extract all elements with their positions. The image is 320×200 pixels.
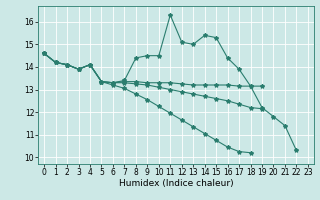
X-axis label: Humidex (Indice chaleur): Humidex (Indice chaleur) xyxy=(119,179,233,188)
